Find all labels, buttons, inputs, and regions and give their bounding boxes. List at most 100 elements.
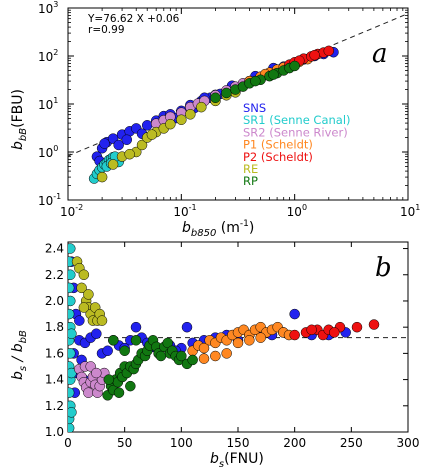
panel-a-plot-frame bbox=[67, 7, 409, 201]
panel-b-point-p2-scheldt bbox=[289, 329, 300, 341]
panel-b-point-rp bbox=[187, 354, 198, 366]
panel-b-point-sns bbox=[74, 315, 85, 326]
panel-a-x-label: bb850 (m-1) bbox=[182, 219, 254, 239]
panel-b-point-re bbox=[78, 269, 90, 281]
panel-b-y-tick-label: 1.0 bbox=[45, 425, 64, 439]
panel-a-point-rp bbox=[289, 60, 300, 72]
panel-b-marks bbox=[68, 243, 408, 432]
panel-b-point-rp bbox=[155, 350, 167, 362]
panel-b-point-p1-scheldt bbox=[232, 337, 244, 349]
panel-b-x-label-unit: (FNU) bbox=[224, 451, 264, 467]
panel-b-y-label-sub: s bbox=[18, 366, 29, 371]
panel-a-y-tick-label: 101 bbox=[38, 96, 58, 112]
panel-b-point-re bbox=[83, 289, 94, 300]
panel-b-letter: b bbox=[375, 253, 392, 283]
panel-b-point-p1-scheldt bbox=[255, 332, 266, 343]
panel-b-point-sr1-senne-canal bbox=[68, 328, 77, 339]
panel-b-point-p2-scheldt bbox=[368, 319, 380, 330]
panel-a-x-label-exp: -1 bbox=[240, 219, 249, 229]
panel-b-x-tick-label: 200 bbox=[283, 436, 306, 450]
panel-a-legend-sr2-senne-river: SR2 (Senne River) bbox=[243, 125, 348, 139]
panel-b-point-rp bbox=[125, 380, 136, 392]
panel-b-y-label-main: b bbox=[10, 371, 26, 380]
panel-b-y-label-sub2: bB bbox=[18, 330, 29, 343]
panel-a-legend-rp: RP bbox=[243, 174, 258, 188]
panel-b-point-rp bbox=[113, 387, 125, 398]
panel-b-point-rp bbox=[119, 345, 130, 357]
panel-b-point-sr1-senne-canal bbox=[68, 269, 76, 281]
panel-a-point-p2-scheldt bbox=[309, 49, 320, 61]
panel-b-point-p1-scheldt bbox=[221, 348, 232, 359]
panel-b-point-sr2-senne-river bbox=[83, 387, 94, 398]
panel-a-y-tick-label: 103 bbox=[38, 0, 58, 16]
panel-a-legend-sr1-senne-canal: SR1 (Senne Canal) bbox=[243, 113, 351, 127]
panel-b-point-sr1-senne-canal bbox=[68, 308, 75, 320]
panel-b-axis-ticks: 0 50 100 150 200 250 300 1.0 1.2 1.4 1.6 1.8 2.0 2.2 2… bbox=[45, 242, 420, 450]
panel-a-fit-equation: Y=76.62 X +0.06 bbox=[87, 13, 180, 25]
panel-a-letter: a bbox=[372, 39, 388, 69]
panel-a-point-re bbox=[176, 114, 187, 125]
panel-a-x-tick-label: 10-2 bbox=[60, 203, 83, 219]
panel-a-fit-r: r=0.99 bbox=[88, 24, 125, 36]
panel-a-point-re bbox=[136, 139, 148, 151]
panel-b-point-sns bbox=[181, 321, 193, 333]
panel-a-y-label-main: b bbox=[10, 141, 26, 150]
panel-a-point-p2-scheldt bbox=[323, 45, 335, 57]
panel-b-point-rp bbox=[176, 350, 187, 362]
panel-b-point-p2-scheldt bbox=[329, 327, 340, 338]
panel-a-point-sns bbox=[121, 134, 133, 145]
panel-b-point-p2-scheldt bbox=[351, 321, 363, 333]
panel-b-point-re bbox=[76, 282, 87, 294]
panel-b-y-tick-label: 1.4 bbox=[45, 373, 64, 387]
panel-b-point-rp bbox=[130, 335, 142, 346]
panel-b-y-tick-label: 1.6 bbox=[45, 346, 64, 360]
panel-b-x-tick-label: 50 bbox=[117, 436, 132, 450]
panel-a-x-label-sub: b850 bbox=[191, 228, 216, 239]
panel-b-y-tick-label: 1.8 bbox=[45, 320, 64, 334]
panel-b-point-rp bbox=[162, 337, 173, 349]
panel-b-point-sr1-senne-canal bbox=[68, 387, 75, 398]
panel-b-point-sns bbox=[102, 345, 113, 357]
panel-b-point-sns bbox=[289, 308, 300, 320]
panel-a-x-tick-label: 100 bbox=[287, 203, 307, 219]
panel-b-x-label-sub: s bbox=[219, 459, 224, 470]
panel-a-point-rp bbox=[221, 87, 232, 99]
panel-a-y-label-sub: bB bbox=[18, 128, 29, 141]
panel-a-x-tick-label: 10-1 bbox=[173, 203, 196, 219]
panel-b-x-tick-label: 150 bbox=[227, 436, 250, 450]
panel-b-y-tick-label: 2.2 bbox=[45, 268, 64, 282]
panel-b-y-tick-label: 2.0 bbox=[45, 294, 64, 308]
panel-b-point-rp bbox=[108, 335, 119, 346]
panel-a-x-label-unit: (m bbox=[216, 220, 240, 236]
panel-b-point-p1-scheldt bbox=[198, 353, 210, 364]
panel-b-y-label: bs / bbB bbox=[10, 330, 29, 380]
panel-b-y-tick-label: 2.4 bbox=[45, 242, 64, 256]
panel-b-point-p2-scheldt bbox=[306, 324, 317, 336]
panel-b-point-sns bbox=[91, 328, 102, 339]
panel-b-point-re bbox=[96, 315, 108, 326]
panel-b-point-sr1-senne-canal bbox=[68, 295, 76, 307]
panel-b-x-tick-label: 300 bbox=[397, 436, 420, 450]
panel-a-y-label-unit: (FBU) bbox=[10, 89, 26, 128]
panel-b-x-tick-label: 0 bbox=[64, 436, 72, 450]
panel-a-point-re bbox=[96, 171, 108, 183]
panel-a-point-re bbox=[146, 129, 158, 140]
panel-a-y-tick-label: 10-1 bbox=[38, 192, 61, 208]
panel-a-marks bbox=[68, 13, 408, 184]
panel-a-point-re bbox=[107, 159, 119, 170]
panel-a-y-tick-label: 102 bbox=[38, 48, 58, 64]
panel-b-point-sr1-senne-canal bbox=[68, 348, 76, 359]
panel-a-legend-sns: SNS bbox=[243, 101, 266, 115]
panel-a-x-label-main: b bbox=[182, 220, 191, 236]
panel-b-y-label-mid: / b bbox=[10, 343, 26, 366]
panel-a-point-sns bbox=[113, 139, 124, 151]
panel-a-point-rp bbox=[250, 75, 261, 87]
panel-a-legend-p2-scheldt: P2 (Scheldt) bbox=[243, 150, 313, 164]
panel-a-y-label: bbB(FBU) bbox=[10, 89, 29, 150]
panel-a-legend-p1-scheldt: P1 (Scheldt) bbox=[243, 138, 313, 152]
panel-a-point-re bbox=[124, 148, 135, 160]
panel-b-point-sr1-senne-canal bbox=[68, 407, 77, 418]
